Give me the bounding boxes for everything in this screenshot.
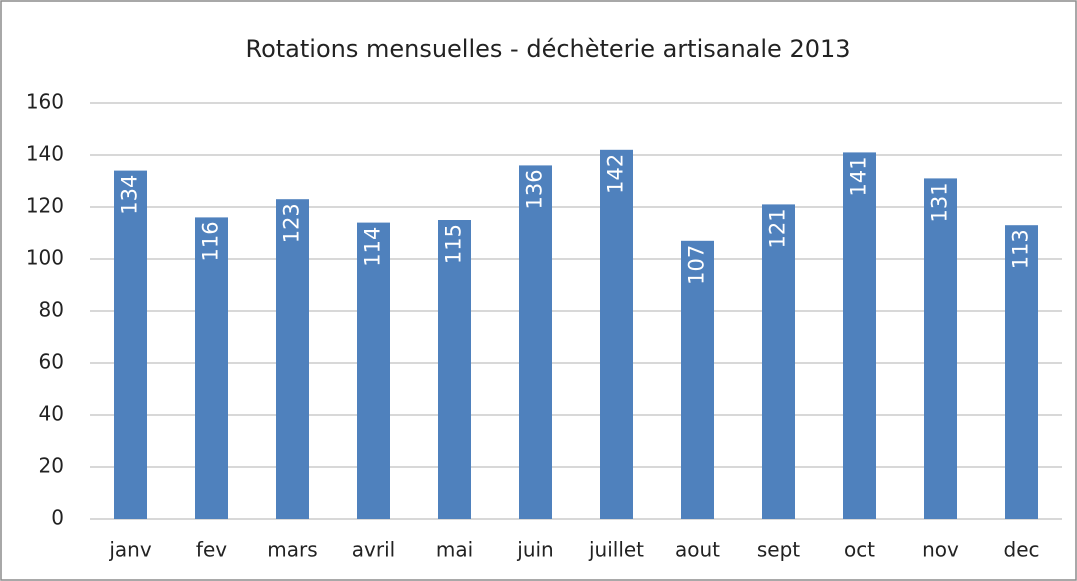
bar [600,149,633,520]
x-tick-label: aout [675,538,720,562]
y-tick-label: 80 [39,298,64,322]
x-tick-label: nov [922,538,959,562]
x-tick-label: dec [1004,538,1040,562]
x-tick-label: oct [844,538,875,562]
y-tick-label: 100 [26,246,64,270]
x-tick-label: janv [108,538,151,562]
bar [1005,225,1038,519]
bar [357,222,390,519]
value-label: 142 [604,154,628,194]
value-label: 131 [928,182,952,222]
value-label: 121 [766,208,790,248]
value-label: 114 [361,227,385,267]
bar [195,217,228,519]
bar [276,199,309,519]
x-tick-label: juin [516,538,553,562]
value-label: 141 [847,156,871,196]
bar [438,220,471,519]
y-tick-label: 0 [51,506,64,530]
value-label: 107 [685,245,709,285]
bar [519,165,552,519]
x-tick-label: mars [267,538,317,562]
y-tick-label: 60 [39,350,64,374]
x-tick-label: mai [436,538,473,562]
bar [924,178,957,519]
value-label: 136 [523,169,547,209]
value-label: 134 [118,175,142,215]
value-label: 116 [199,221,223,261]
y-tick-label: 120 [26,194,64,218]
value-label: 113 [1009,229,1033,269]
y-tick-label: 20 [39,454,64,478]
y-tick-label: 160 [26,90,64,114]
x-tick-label: sept [757,538,800,562]
y-tick-label: 40 [39,402,64,426]
chart-title: Rotations mensuelles - déchèterie artisa… [245,35,850,63]
value-label: 115 [442,224,466,264]
x-tick-label: avril [352,538,395,562]
bar [681,240,714,520]
bar [114,170,147,519]
value-label: 123 [280,203,304,243]
bar [843,152,876,519]
x-tick-label: fev [196,538,227,562]
bar [762,204,795,519]
x-tick-label: juillet [588,538,644,562]
y-tick-label: 140 [26,142,64,166]
